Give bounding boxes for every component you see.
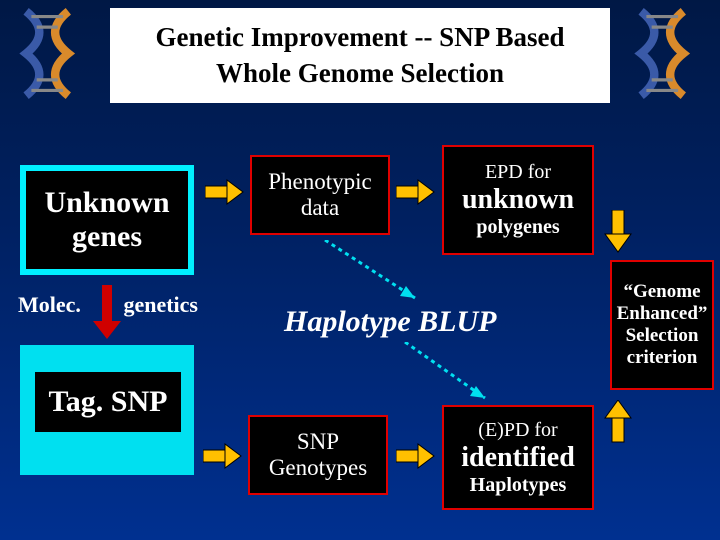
box-genome-enhanced: “Genome Enhanced” Selection criterion: [610, 260, 714, 390]
dna-icon-left: [10, 6, 95, 101]
unknown-genes-line2: genes: [72, 220, 142, 254]
dotted-arrow-phenotypic-to-haplotype: [320, 240, 430, 310]
genome-line1: “Genome: [623, 281, 700, 303]
arrow-molec-down: [90, 285, 124, 341]
dotted-arrow-haplotype-to-epdid: [400, 342, 500, 408]
molec-label: Molec.: [18, 292, 81, 318]
label-haplotype-blup: Haplotype BLUP: [284, 305, 496, 339]
phenotypic-line2: data: [301, 195, 339, 221]
arrow-snpgeno-to-epdid: [396, 442, 436, 470]
arrow-epd-unknown-to-genome: [602, 210, 636, 254]
phenotypic-line1: Phenotypic: [268, 169, 372, 195]
genome-line2: Enhanced”: [617, 303, 708, 325]
box-epd-unknown: EPD for unknown polygenes: [442, 145, 594, 255]
epd-id-line3: Haplotypes: [470, 474, 567, 497]
box-phenotypic: Phenotypic data: [250, 155, 390, 235]
epd-id-line1: (E)PD for: [478, 419, 557, 442]
arrow-tagsnp-to-snpgeno: [203, 442, 243, 470]
page-title: Genetic Improvement -- SNP Based Whole G…: [110, 8, 610, 103]
arrow-epd-identified-to-genome: [602, 400, 636, 444]
epd-unknown-line1: EPD for: [485, 161, 551, 184]
arrow-phenotypic-to-epd: [396, 178, 436, 206]
snp-geno-line2: Genotypes: [269, 455, 367, 481]
box-snp-genotypes: SNP Genotypes: [248, 415, 388, 495]
arrow-unknown-to-phenotypic: [205, 178, 245, 206]
dna-icon-right: [625, 6, 710, 101]
epd-unknown-line2: unknown: [462, 184, 574, 216]
genome-line3: Selection: [626, 325, 699, 347]
epd-unknown-line3: polygenes: [476, 216, 559, 239]
epd-id-line2: identified: [461, 442, 575, 474]
box-epd-identified: (E)PD for identified Haplotypes: [442, 405, 594, 510]
box-tagsnp: Tag. SNP: [35, 372, 181, 432]
unknown-genes-line1: Unknown: [44, 186, 169, 220]
genetics-label: genetics: [123, 292, 198, 318]
box-unknown-genes: Unknown genes: [20, 165, 194, 275]
snp-geno-line1: SNP: [297, 429, 339, 455]
genome-line4: criterion: [627, 347, 698, 369]
